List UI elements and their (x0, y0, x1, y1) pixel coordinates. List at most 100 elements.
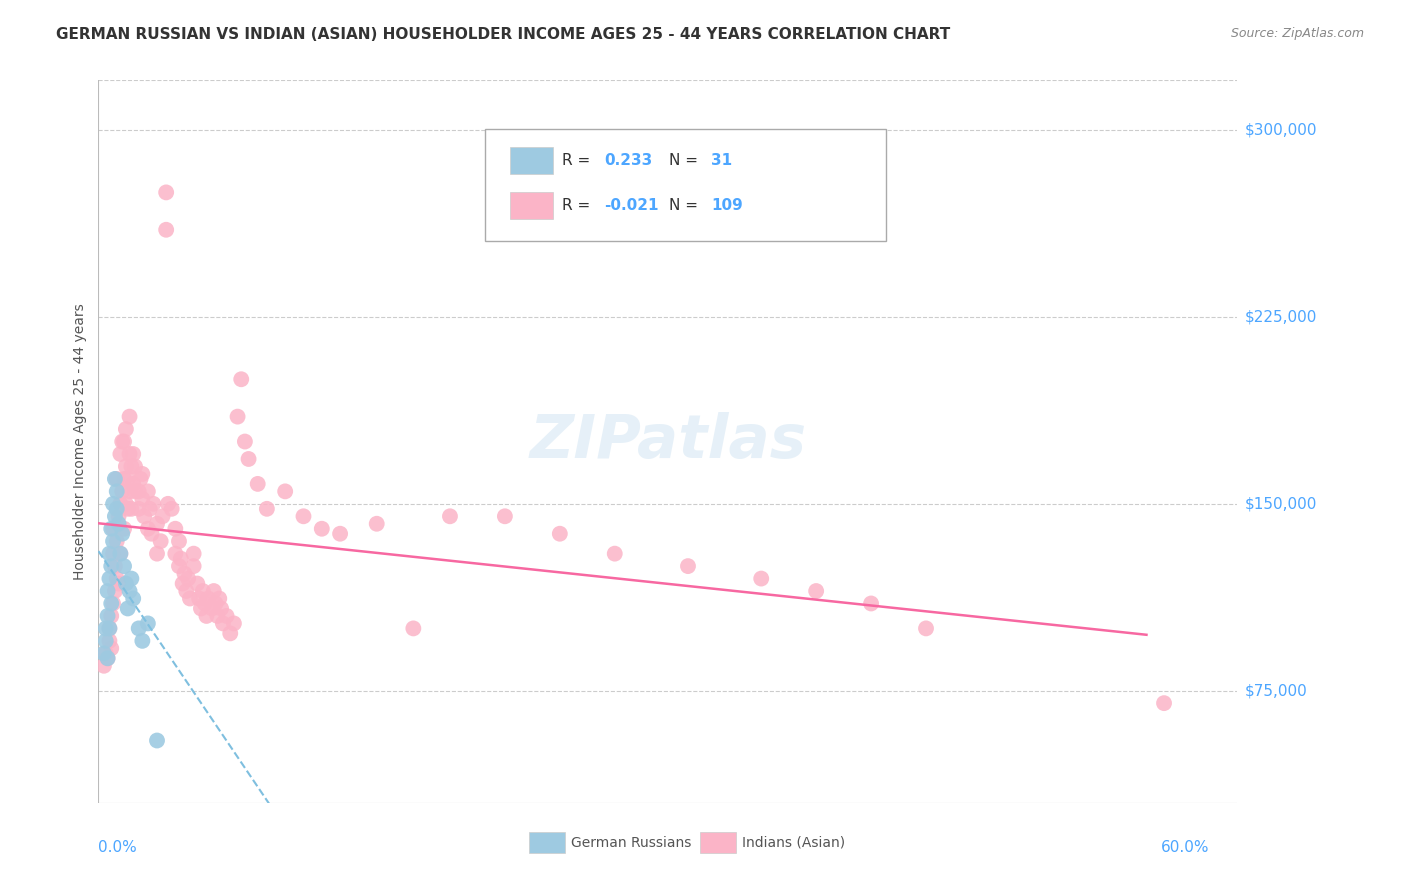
Point (194, 597, 217, 611)
Point (98, 572, 121, 586)
Point (402, 621, 425, 635)
Point (142, 497, 165, 511)
Point (366, 516, 388, 531)
Point (104, 509, 127, 524)
Point (104, 584, 127, 599)
Point (128, 501, 150, 516)
Point (104, 472, 127, 486)
Point (256, 501, 278, 516)
Point (122, 591, 145, 606)
Point (141, 526, 163, 541)
Point (191, 584, 214, 599)
Point (274, 484, 297, 499)
Point (107, 516, 129, 531)
Point (97, 609, 120, 624)
Point (152, 509, 174, 524)
Text: GERMAN RUSSIAN VS INDIAN (ASIAN) HOUSEHOLDER INCOME AGES 25 - 44 YEARS CORRELATI: GERMAN RUSSIAN VS INDIAN (ASIAN) HOUSEHO… (56, 27, 950, 42)
Point (176, 584, 198, 599)
Point (136, 522, 159, 536)
Text: 60.0%: 60.0% (1160, 840, 1209, 855)
Point (177, 572, 200, 586)
Point (212, 616, 235, 631)
Text: N =: N = (669, 198, 703, 212)
Text: N =: N = (669, 153, 703, 168)
Point (124, 459, 146, 474)
Y-axis label: Householder Income Ages 25 - 44 years: Householder Income Ages 25 - 44 years (73, 303, 87, 580)
Point (124, 484, 146, 499)
Point (118, 584, 141, 599)
Point (183, 559, 205, 574)
Point (136, 616, 159, 631)
Point (117, 472, 139, 486)
Point (208, 591, 231, 606)
Point (186, 576, 208, 591)
Point (112, 472, 135, 486)
Text: R =: R = (562, 198, 596, 212)
Point (134, 509, 156, 524)
Point (101, 497, 124, 511)
Point (749, 572, 772, 586)
Point (115, 497, 138, 511)
Point (105, 572, 128, 586)
Point (149, 534, 172, 549)
Point (98, 633, 121, 648)
Point (165, 547, 187, 561)
Point (160, 501, 183, 516)
FancyBboxPatch shape (700, 831, 737, 854)
Point (105, 534, 128, 549)
Point (101, 522, 124, 536)
Text: $150,000: $150,000 (1244, 496, 1317, 511)
Point (94, 621, 117, 635)
Text: 0.0%: 0.0% (98, 840, 138, 855)
Point (98, 621, 121, 635)
Point (115, 576, 138, 591)
Point (172, 576, 194, 591)
Point (197, 591, 219, 606)
Point (98, 547, 121, 561)
Point (128, 621, 150, 635)
Text: $75,000: $75,000 (1244, 683, 1308, 698)
Point (329, 526, 352, 541)
Point (146, 547, 169, 561)
Point (112, 522, 135, 536)
Point (112, 559, 135, 574)
Point (118, 409, 141, 424)
Point (548, 526, 571, 541)
Point (136, 484, 159, 499)
Point (233, 434, 256, 449)
Point (120, 572, 142, 586)
Point (112, 434, 135, 449)
Point (156, 497, 179, 511)
Text: 109: 109 (711, 198, 744, 212)
Point (98, 621, 121, 635)
Point (100, 609, 122, 624)
Point (179, 591, 201, 606)
Point (110, 497, 132, 511)
Point (118, 484, 141, 499)
Point (97, 651, 120, 665)
Point (165, 522, 187, 536)
Point (201, 601, 224, 615)
Point (131, 491, 153, 506)
Point (105, 501, 128, 516)
Point (170, 551, 193, 566)
Point (100, 597, 122, 611)
Point (107, 509, 129, 524)
Point (860, 597, 883, 611)
Point (101, 534, 124, 549)
Text: German Russians: German Russians (571, 836, 692, 849)
Text: R =: R = (562, 153, 596, 168)
Point (155, 186, 177, 200)
Point (146, 516, 169, 531)
Text: ZIPatlas: ZIPatlas (529, 412, 807, 471)
Point (439, 509, 461, 524)
Text: 31: 31 (711, 153, 733, 168)
Point (100, 522, 122, 536)
Text: $225,000: $225,000 (1244, 310, 1317, 325)
Point (167, 559, 190, 574)
Point (246, 476, 269, 491)
Text: $300,000: $300,000 (1244, 122, 1317, 137)
Point (311, 522, 333, 536)
Point (101, 597, 124, 611)
Point (107, 576, 129, 591)
